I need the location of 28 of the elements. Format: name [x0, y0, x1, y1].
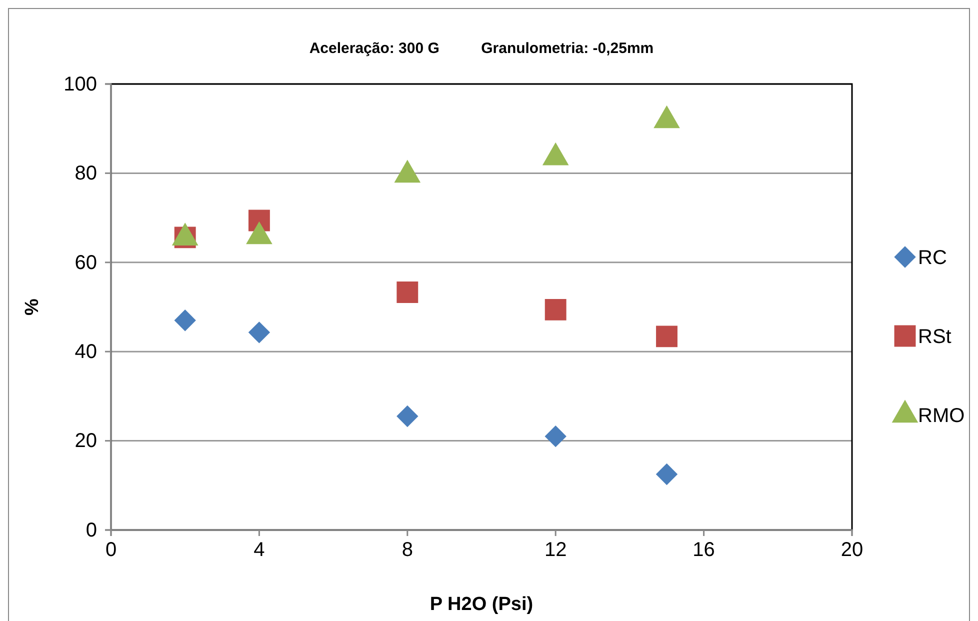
y-tick-label: 20	[74, 430, 97, 452]
y-tick-label: 60	[74, 252, 97, 274]
x-tick-label: 16	[692, 539, 715, 562]
point	[396, 405, 418, 428]
y-tick-label: 0	[86, 519, 97, 542]
legend-label: RMO	[918, 405, 965, 427]
x-tick-label: 12	[544, 539, 567, 562]
y-axis-title: %	[22, 298, 43, 316]
x-tick-label: 8	[402, 539, 413, 562]
legend-label: RC	[918, 247, 947, 269]
point	[542, 142, 569, 166]
y-tick-label: 80	[74, 162, 97, 185]
chart-title: Aceleração: 300 G Granulometria: -0,25mm	[309, 40, 654, 57]
point	[248, 322, 270, 344]
legend-label: RSt	[918, 326, 952, 348]
y-tick-label: 100	[64, 73, 97, 96]
point	[544, 425, 566, 448]
x-tick-label: 20	[840, 539, 864, 562]
point	[656, 463, 678, 486]
x-tick-label: 0	[105, 539, 117, 562]
point	[394, 160, 421, 183]
point	[544, 298, 566, 320]
y-tick-label: 40	[74, 341, 97, 363]
point	[656, 326, 678, 348]
x-tick-label: 4	[254, 539, 265, 562]
x-axis-title: P H2O (Psi)	[430, 594, 534, 615]
point	[654, 105, 680, 128]
point	[174, 310, 196, 332]
